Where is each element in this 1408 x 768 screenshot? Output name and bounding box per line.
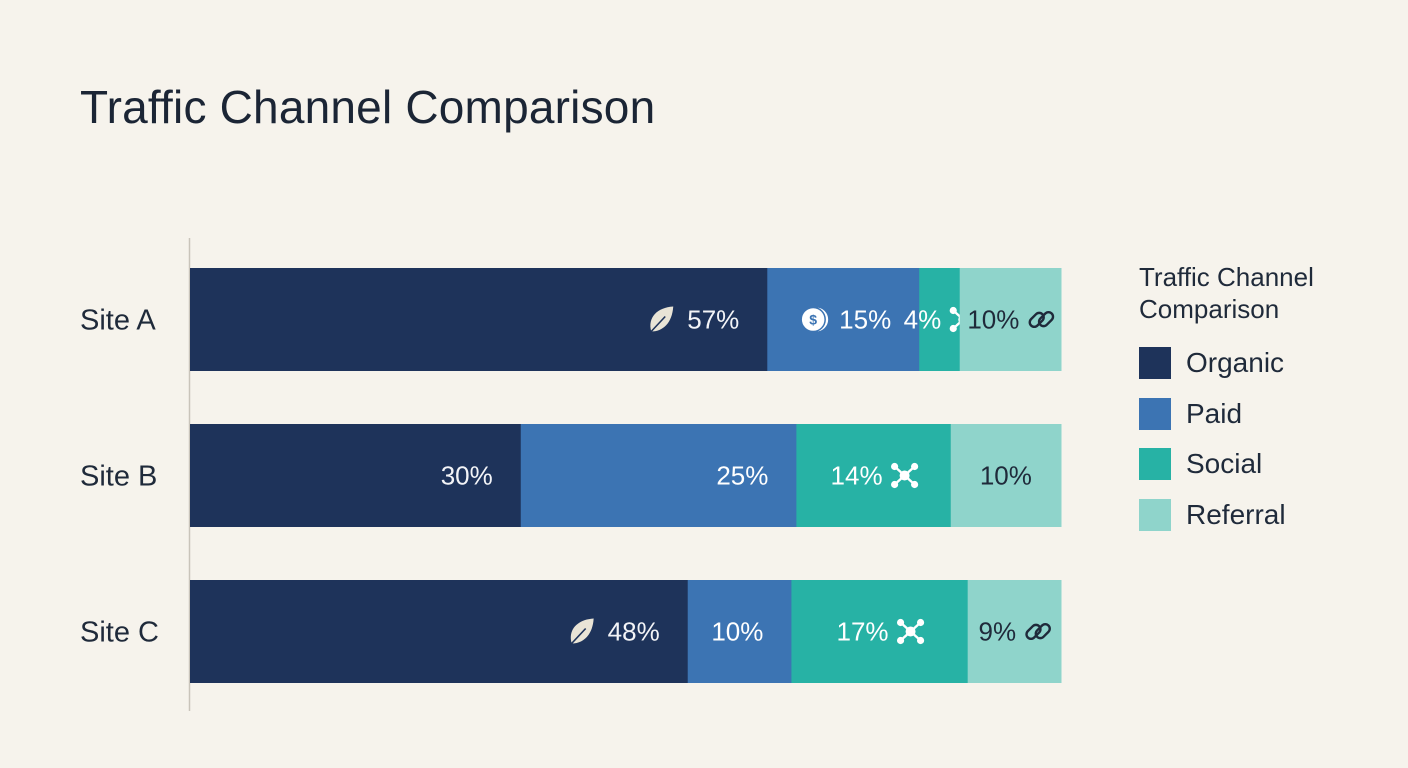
bar-site-c-paid [687, 580, 792, 683]
bar-site-a-paid-coin-icon: $ [800, 306, 829, 333]
bar-site-c-referral-link-icon [1025, 622, 1051, 641]
bar-site-a-paid-label: 15% [839, 305, 891, 335]
bar-site-c-social-label: 17% [837, 617, 889, 647]
bar-site-b-referral [950, 424, 1062, 527]
legend-title: Traffic Channel Comparison [1139, 262, 1314, 324]
legend-swatch-social [1139, 448, 1171, 480]
legend-label-paid: Paid [1186, 397, 1243, 429]
svg-text:$: $ [809, 312, 817, 328]
legend-item-organic: Organic [1139, 347, 1389, 379]
bar-site-c-organic-label: 48% [608, 617, 660, 647]
bar-site-a-social [919, 268, 961, 371]
bar-site-c-organic [190, 580, 689, 683]
legend-swatch-organic [1139, 347, 1171, 379]
bar-site-a-organic-leaf-icon [649, 306, 674, 334]
legend-item-paid: Paid [1139, 397, 1389, 430]
legend-label-organic: Organic [1186, 347, 1285, 378]
bar-site-c-referral-label: 9% [979, 617, 1017, 647]
bar-site-c-organic-leaf-icon [570, 618, 594, 646]
bar-site-a-paid [767, 268, 920, 371]
bar-site-c-social [791, 580, 969, 683]
bar-site-a-organic [190, 268, 768, 371]
bar-site-b-social-network-icon [890, 462, 919, 489]
bar-site-c-referral [967, 580, 1062, 683]
legend-label-referral: Referral [1186, 498, 1286, 530]
bar-site-b-social-label: 14% [831, 461, 883, 491]
category-label-site-a: Site A [80, 305, 156, 337]
legend-label-social: Social [1186, 448, 1263, 479]
bar-site-a-referral [959, 268, 1062, 371]
legend: Traffic Channel Comparison Organic Paid … [1139, 261, 1389, 549]
bar-site-b-paid-label: 25% [716, 461, 768, 491]
bar-site-a-referral-link-icon [1028, 310, 1055, 329]
bar-site-a-organic-label: 57% [687, 305, 739, 335]
chart-title: Traffic Channel Comparison [80, 81, 656, 133]
bar-site-b-organic-label: 30% [441, 461, 493, 491]
bar-site-a-social-label: 4% [904, 305, 942, 335]
category-label-site-b: Site B [80, 461, 157, 493]
bar-site-b-organic [190, 424, 522, 527]
category-label-site-c: Site C [80, 617, 159, 649]
legend-swatch-referral [1139, 498, 1171, 531]
bar-site-b-paid [520, 424, 797, 527]
bar-site-b-referral-label: 10% [980, 461, 1032, 491]
bar-site-b-social [796, 424, 952, 527]
legend-item-referral: Referral [1139, 498, 1389, 531]
bar-site-c-paid-label: 10% [711, 617, 763, 647]
legend-item-social: Social [1139, 448, 1389, 480]
bar-site-a-referral-label: 10% [967, 305, 1019, 335]
bar-site-c-social-network-icon [896, 618, 925, 645]
legend-swatch-paid [1139, 397, 1171, 430]
